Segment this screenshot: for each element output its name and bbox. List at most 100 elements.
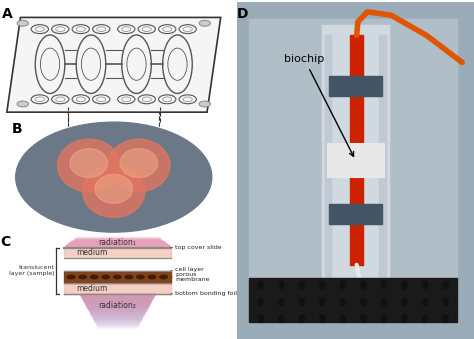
Text: medium: medium bbox=[76, 248, 107, 257]
Bar bbox=[76, 237, 158, 238]
Bar bbox=[72, 241, 163, 242]
Text: radiation₂: radiation₂ bbox=[99, 301, 136, 311]
Bar bbox=[329, 204, 382, 224]
Bar bbox=[76, 237, 159, 238]
Text: bottom bonding foil: bottom bonding foil bbox=[171, 291, 237, 296]
Bar bbox=[64, 283, 171, 294]
Bar bbox=[96, 323, 138, 324]
Polygon shape bbox=[7, 17, 221, 112]
Bar bbox=[64, 271, 171, 283]
Bar bbox=[93, 318, 141, 319]
Circle shape bbox=[402, 281, 407, 289]
Bar bbox=[70, 242, 164, 243]
Bar bbox=[325, 36, 331, 305]
Circle shape bbox=[199, 101, 210, 107]
Circle shape bbox=[361, 281, 366, 289]
Bar bbox=[73, 239, 161, 240]
Bar bbox=[74, 239, 161, 240]
Bar bbox=[66, 245, 169, 246]
Circle shape bbox=[17, 101, 28, 107]
Bar bbox=[91, 314, 144, 315]
Bar bbox=[82, 297, 153, 298]
Text: D: D bbox=[237, 7, 248, 21]
Bar bbox=[90, 312, 145, 313]
Bar bbox=[99, 328, 136, 329]
Bar bbox=[93, 317, 142, 319]
Text: biochip: biochip bbox=[284, 55, 354, 156]
Circle shape bbox=[319, 298, 325, 305]
Bar bbox=[92, 317, 142, 318]
Bar bbox=[94, 320, 140, 321]
Bar bbox=[71, 241, 164, 242]
Bar bbox=[96, 322, 139, 323]
Text: translucent
layer (sample): translucent layer (sample) bbox=[9, 265, 55, 276]
Bar bbox=[83, 300, 151, 301]
Bar bbox=[65, 246, 170, 247]
Bar bbox=[95, 321, 140, 322]
Circle shape bbox=[79, 275, 86, 279]
Text: radiation₁: radiation₁ bbox=[99, 238, 136, 247]
Circle shape bbox=[402, 298, 407, 305]
Circle shape bbox=[125, 275, 133, 279]
Bar bbox=[66, 245, 168, 246]
Bar bbox=[64, 246, 170, 247]
Bar bbox=[81, 295, 154, 297]
Bar bbox=[74, 238, 160, 239]
Bar bbox=[87, 306, 148, 307]
Bar bbox=[249, 278, 457, 322]
Bar bbox=[64, 246, 170, 247]
Bar bbox=[98, 326, 137, 328]
Bar bbox=[98, 327, 137, 328]
Bar bbox=[84, 300, 151, 302]
Bar bbox=[379, 36, 386, 305]
Circle shape bbox=[137, 275, 144, 279]
Circle shape bbox=[258, 281, 264, 289]
Text: cell layer: cell layer bbox=[171, 267, 204, 272]
Circle shape bbox=[340, 298, 346, 305]
Circle shape bbox=[422, 298, 428, 305]
Circle shape bbox=[381, 315, 387, 322]
Bar bbox=[77, 236, 157, 237]
Bar bbox=[80, 293, 155, 295]
Bar bbox=[69, 243, 166, 244]
Circle shape bbox=[381, 298, 387, 305]
Text: top cover slide: top cover slide bbox=[171, 245, 222, 250]
Bar bbox=[81, 295, 154, 296]
Bar bbox=[75, 238, 159, 239]
Bar bbox=[88, 308, 146, 310]
Circle shape bbox=[17, 20, 28, 26]
Circle shape bbox=[299, 298, 304, 305]
Bar bbox=[92, 316, 143, 317]
Bar bbox=[349, 35, 363, 265]
Bar bbox=[68, 244, 167, 245]
Bar bbox=[91, 313, 144, 314]
Bar bbox=[71, 241, 164, 242]
Bar bbox=[82, 296, 153, 297]
Circle shape bbox=[16, 122, 212, 232]
Bar bbox=[82, 298, 152, 299]
Circle shape bbox=[402, 315, 407, 322]
Bar bbox=[73, 240, 162, 241]
Bar bbox=[82, 298, 152, 299]
Bar bbox=[92, 315, 143, 316]
Bar bbox=[77, 237, 158, 238]
Circle shape bbox=[258, 298, 264, 305]
Circle shape bbox=[148, 275, 156, 279]
Circle shape bbox=[102, 275, 109, 279]
Circle shape bbox=[340, 281, 346, 289]
Text: porous
membrane: porous membrane bbox=[171, 272, 210, 282]
Bar bbox=[96, 324, 138, 325]
Bar bbox=[86, 305, 148, 306]
Bar bbox=[91, 315, 143, 316]
Bar bbox=[249, 19, 457, 322]
Bar bbox=[85, 303, 149, 304]
Circle shape bbox=[381, 281, 387, 289]
Bar bbox=[64, 247, 171, 258]
Text: C: C bbox=[0, 235, 10, 249]
Circle shape bbox=[67, 275, 75, 279]
Bar bbox=[89, 310, 146, 311]
Circle shape bbox=[443, 298, 448, 305]
Circle shape bbox=[443, 315, 448, 322]
Circle shape bbox=[319, 281, 325, 289]
Circle shape bbox=[279, 298, 284, 305]
